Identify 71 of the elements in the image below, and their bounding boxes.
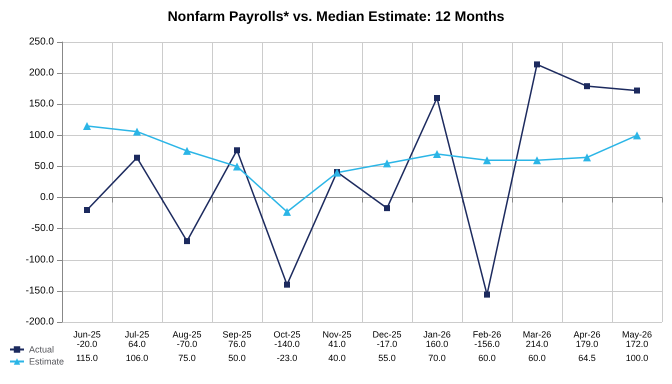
- y-tick-label: 250.0: [28, 36, 54, 48]
- x-tick-label: Apr-26: [573, 330, 601, 340]
- x-tick-label: Jan-26: [423, 330, 451, 340]
- data-label: -20.0: [76, 339, 98, 349]
- y-tick-label: 150.0: [28, 98, 54, 110]
- x-tick-label: Aug-25: [172, 330, 202, 340]
- chart-title: Nonfarm Payrolls* vs. Median Estimate: 12 Months: [168, 8, 505, 24]
- point: [134, 154, 140, 161]
- x-tick-label: Dec-25: [372, 330, 402, 340]
- data-label: 160.0: [426, 339, 448, 349]
- point: [434, 95, 440, 101]
- y-tick-label: 50.0: [34, 160, 54, 172]
- data-label: 50.0: [228, 353, 246, 363]
- point: [433, 150, 441, 158]
- data-label: 55.0: [378, 353, 396, 363]
- point: [84, 207, 90, 213]
- point: [533, 156, 541, 164]
- y-tick-label: 200.0: [28, 68, 54, 79]
- data-label: 76.0: [228, 339, 246, 349]
- data-label: 64.5: [578, 353, 596, 363]
- x-tick-label: Oct-25: [273, 330, 301, 340]
- point: [184, 238, 190, 244]
- data-label: 41.0: [328, 339, 346, 349]
- point: [383, 159, 391, 168]
- data-label: 75.0: [178, 353, 196, 363]
- y-tick-label: 100.0: [28, 130, 54, 141]
- data-label: -23.0: [276, 353, 298, 363]
- point: [284, 282, 290, 288]
- data-label: 179.0: [576, 339, 598, 349]
- x-tick-label: Sep-25: [222, 330, 252, 340]
- data-label: 70.0: [428, 353, 446, 363]
- y-tick-label: -200.0: [26, 316, 54, 328]
- point: [634, 88, 640, 94]
- legend-label: Actual: [29, 344, 54, 354]
- legend-label: Estimate: [29, 356, 64, 366]
- data-label: -17.0: [376, 339, 398, 349]
- data-label: 100.0: [626, 353, 648, 363]
- point: [283, 208, 291, 216]
- data-label: 172.0: [626, 339, 648, 349]
- x-tick-label: Mar-26: [522, 330, 552, 340]
- x-tick-label: Nov-25: [322, 330, 352, 340]
- x-tick-label: Jun-25: [73, 330, 101, 340]
- data-label: 40.0: [328, 353, 346, 363]
- point: [633, 131, 641, 140]
- point: [534, 61, 540, 68]
- point: [233, 162, 241, 170]
- x-tick-label: May-26: [622, 330, 652, 340]
- y-tick-label: -50.0: [31, 223, 54, 234]
- point: [384, 205, 390, 212]
- y-tick-label: 0.0: [40, 192, 54, 204]
- point: [183, 146, 191, 155]
- data-label: 115.0: [76, 353, 98, 363]
- x-tick-label: Feb-26: [472, 330, 502, 340]
- data-label: 60.0: [478, 353, 496, 363]
- point: [133, 128, 141, 136]
- x-tick-label: Jul-25: [124, 330, 150, 340]
- point: [584, 83, 590, 90]
- y-tick-label: -100.0: [26, 254, 54, 266]
- point: [483, 156, 491, 164]
- point: [484, 292, 490, 298]
- data-label: 60.0: [528, 353, 546, 363]
- data-label: -140.0: [274, 339, 300, 349]
- y-tick-label: -150.0: [26, 285, 54, 296]
- data-label: 64.0: [128, 339, 146, 349]
- point: [583, 153, 591, 162]
- data-label: -156.0: [474, 339, 500, 349]
- point: [234, 147, 240, 154]
- data-label: -70.0: [176, 339, 198, 349]
- data-label: 214.0: [526, 339, 548, 349]
- data-label: 106.0: [126, 353, 148, 363]
- point: [83, 122, 91, 130]
